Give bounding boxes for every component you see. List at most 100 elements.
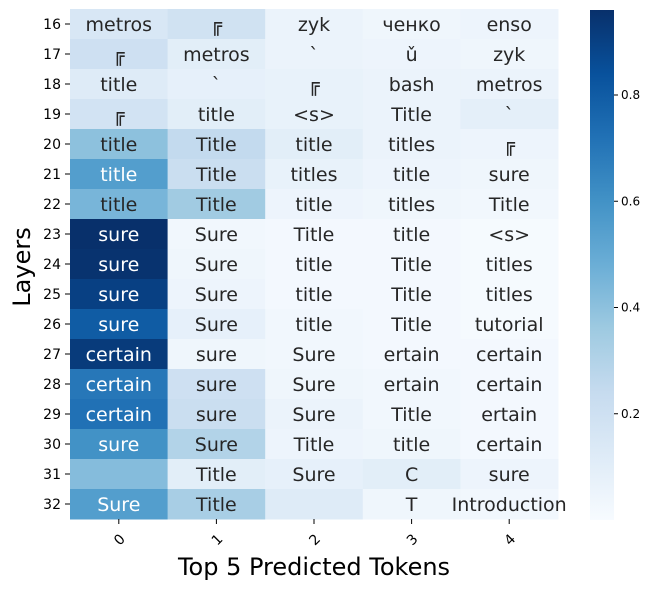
y-tick-label: 16 — [43, 17, 61, 33]
heatmap-cell — [265, 309, 364, 340]
heatmap-cell — [362, 279, 461, 310]
heatmap-cell-label: Title — [390, 104, 432, 126]
heatmap-cell — [167, 129, 266, 160]
heatmap-cell — [167, 429, 266, 460]
heatmap-cell-label: sure — [489, 164, 530, 186]
heatmap-cell-label: sure — [98, 314, 139, 336]
heatmap-cell-label: sure — [98, 254, 139, 276]
heatmap-cell — [70, 69, 169, 100]
heatmap-cell-label: <s> — [293, 104, 335, 126]
heatmap-cell-label: sure — [196, 344, 237, 366]
heatmap-cell-label: Sure — [195, 314, 238, 336]
colorbar-ticks: 0.2 0.4 0.6 0.8 — [614, 88, 640, 421]
y-tick-label: 26 — [43, 317, 61, 333]
heatmap-cell — [265, 189, 364, 220]
y-tick-label: 29 — [43, 407, 61, 423]
heatmap-cell-label: titles — [486, 254, 533, 276]
heatmap-cell-label: title — [295, 314, 332, 336]
heatmap-cell-label: ertain — [481, 404, 537, 426]
heatmap-cell — [265, 459, 364, 490]
heatmap-cell-label: certain — [86, 374, 152, 396]
heatmap-cell — [460, 249, 559, 280]
y-tick-label: 17 — [43, 47, 61, 63]
heatmap-cell — [70, 189, 169, 220]
heatmap-cell — [70, 459, 169, 490]
heatmap-cell — [362, 309, 461, 340]
heatmap-cell — [70, 339, 169, 370]
y-tick-label: 31 — [43, 467, 61, 483]
heatmap-cell — [460, 399, 559, 430]
heatmap-cell — [265, 279, 364, 310]
heatmap-cell-label: Introduction — [452, 494, 567, 516]
heatmap-cell-label: title — [295, 194, 332, 216]
heatmap-cell-label: sure — [98, 284, 139, 306]
heatmap-cell — [362, 69, 461, 100]
heatmap-cell — [167, 219, 266, 250]
heatmap-cell — [460, 339, 559, 370]
heatmap-cell — [362, 189, 461, 220]
x-tick-label: 0 — [111, 531, 129, 549]
heatmap-cell-label: title — [393, 434, 430, 456]
heatmap-cell — [362, 9, 461, 40]
heatmap-cell — [167, 9, 266, 40]
heatmap-cell — [167, 39, 266, 70]
heatmap-cell-label: Sure — [292, 344, 335, 366]
heatmap-cell — [167, 189, 266, 220]
heatmap-cell — [167, 489, 266, 520]
y-tick-label: 23 — [43, 227, 61, 243]
heatmap-cell — [70, 39, 169, 70]
x-tick-label: 4 — [502, 531, 520, 549]
heatmap-cell-label: Sure — [195, 284, 238, 306]
heatmap-cell — [460, 459, 559, 490]
heatmap-cell-label: Title — [293, 434, 335, 456]
heatmap-cell — [265, 129, 364, 160]
heatmap-cell-label: ченко — [382, 14, 440, 36]
heatmap-cell — [460, 369, 559, 400]
heatmap-cell-labels: metros ╔ zyk ченко enso ╔ metros ` ǔ zyk title ` ╔ ba… — [86, 14, 567, 516]
heatmap-cell — [362, 249, 461, 280]
heatmap-cell — [265, 69, 364, 100]
heatmap-cell-label: metros — [476, 74, 543, 96]
heatmap-cell-label: C — [405, 464, 418, 486]
heatmap-cell-label: bash — [389, 74, 435, 96]
y-tick-label: 30 — [43, 437, 61, 453]
x-axis-title: Top 5 Predicted Tokens — [177, 553, 450, 581]
heatmap-cell — [265, 369, 364, 400]
heatmap-cell-label: Sure — [195, 254, 238, 276]
heatmap-cell-label: sure — [489, 464, 530, 486]
heatmap-cell — [167, 99, 266, 130]
heatmap-cell-label: Title — [390, 254, 432, 276]
heatmap-cell-label: metros — [86, 14, 153, 36]
heatmap-cell-label: tutorial — [475, 314, 544, 336]
heatmap-cell-label: certain — [476, 434, 542, 456]
y-tick-label: 25 — [43, 287, 61, 303]
heatmap-cell-label: titles — [388, 134, 435, 156]
heatmap-cell — [70, 9, 169, 40]
heatmap-cell-label: Sure — [292, 464, 335, 486]
heatmap-cell — [460, 489, 559, 520]
y-tick-label: 28 — [43, 377, 61, 393]
colorbar-tick-label: 0.2 — [621, 407, 640, 421]
heatmap-cell-label: ╔ — [113, 104, 125, 126]
heatmap-cell — [362, 399, 461, 430]
heatmap-cell — [362, 339, 461, 370]
y-axis-ticks: 16 17 18 19 20 21 22 23 24 25 26 27 28 29 30 31 32 — [43, 17, 70, 513]
heatmap-cell-label: title — [295, 254, 332, 276]
y-tick-label: 18 — [43, 77, 61, 93]
heatmap-cell — [460, 9, 559, 40]
heatmap-cell-label: certain — [476, 344, 542, 366]
heatmap-cell-label: title — [100, 164, 137, 186]
heatmap-cell — [265, 219, 364, 250]
heatmap-cell — [265, 339, 364, 370]
heatmap-cell — [70, 99, 169, 130]
heatmap-cell-label: title — [100, 194, 137, 216]
heatmap-cell-label: Title — [390, 404, 432, 426]
heatmap-cell — [460, 189, 559, 220]
heatmap-cell-label: titles — [486, 284, 533, 306]
heatmap-cell — [167, 69, 266, 100]
heatmap-cell-label: Title — [195, 134, 237, 156]
heatmap-cell — [265, 249, 364, 280]
heatmap-cell — [460, 309, 559, 340]
heatmap-cell — [167, 369, 266, 400]
